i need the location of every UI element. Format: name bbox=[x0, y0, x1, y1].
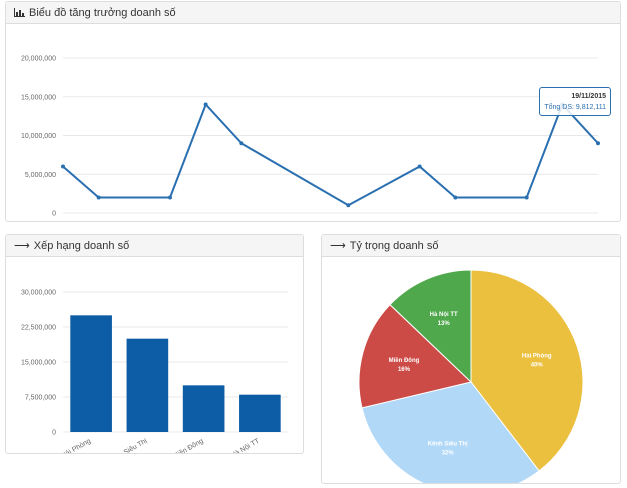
pie-slice-percent: 32% bbox=[442, 450, 455, 456]
y-tick-label: 0 bbox=[52, 430, 56, 437]
y-tick-label: 15,000,000 bbox=[21, 360, 56, 367]
pie-slice-label: Hải Phòng bbox=[522, 354, 552, 360]
sales-ranking-panel: ⟶ Xếp hạng doanh số 0 7,500,000 15,000,000… bbox=[5, 234, 304, 466]
arrow-right-icon: ⟶ bbox=[330, 240, 346, 252]
pie-slice[interactable] bbox=[389, 269, 472, 384]
pie-slice-label: Miền Đông bbox=[389, 358, 420, 364]
bar[interactable] bbox=[70, 315, 112, 432]
data-point[interactable] bbox=[61, 164, 65, 169]
sales-growth-panel: Biểu đồ tăng trưởng doanh số 0 5,000,000 1… bbox=[5, 1, 621, 230]
y-tick-label: 7,500,000 bbox=[25, 395, 56, 402]
bar[interactable] bbox=[182, 385, 225, 432]
sales-share-heading: ⟶ Tỷ trọng doanh số bbox=[322, 235, 620, 257]
pie-slice-label: Hà Nội TT bbox=[430, 312, 458, 318]
data-point[interactable] bbox=[203, 102, 208, 107]
sales-growth-heading: Biểu đồ tăng trưởng doanh số bbox=[6, 2, 620, 24]
sales-ranking-bar-chart[interactable]: 0 7,500,000 15,000,000 22,500,000 30,000,000… bbox=[6, 257, 303, 466]
pie-slice-percent: 13% bbox=[438, 321, 451, 327]
y-tick-label: 0 bbox=[52, 211, 56, 218]
pie-slice-percent: 16% bbox=[398, 367, 411, 373]
x-tick-label: Kênh Siêu Thị bbox=[107, 437, 149, 453]
x-tick-label: Miền Đông bbox=[171, 436, 205, 453]
y-tick-label: 22,500,000 bbox=[21, 325, 56, 332]
sales-growth-line-chart[interactable]: 0 5,000,000 10,000,000 15,000,000 20,000,000… bbox=[6, 24, 620, 230]
sales-share-pie-chart[interactable]: Hải Phòng 40% Kênh Siêu Thị 32% Miền Đông 16%… bbox=[322, 257, 620, 488]
pie-slice-label: Kênh Siêu Thị bbox=[428, 441, 468, 447]
chart-tooltip: 19/11/2015 Tổng DS: 9,812,111 bbox=[539, 87, 611, 116]
pie-slice[interactable] bbox=[470, 269, 584, 472]
data-point[interactable] bbox=[96, 195, 101, 200]
data-point[interactable] bbox=[453, 195, 458, 200]
y-tick-label: 15,000,000 bbox=[21, 94, 56, 101]
tooltip-date: 19/11/2015 bbox=[571, 93, 606, 100]
bar[interactable] bbox=[239, 394, 281, 432]
data-point[interactable] bbox=[524, 195, 529, 200]
series-line bbox=[62, 102, 599, 207]
y-tick-label: 10,000,000 bbox=[21, 133, 56, 140]
tooltip-value: Tổng DS: 9,812,111 bbox=[544, 104, 606, 111]
data-point[interactable] bbox=[346, 203, 351, 208]
data-point[interactable] bbox=[417, 164, 422, 169]
bar-chart-icon bbox=[14, 8, 25, 17]
sales-share-panel: ⟶ Tỷ trọng doanh số Hải Phòng 40% Kênh Siê… bbox=[321, 234, 621, 488]
bar[interactable] bbox=[126, 338, 169, 432]
sales-growth-title: Biểu đồ tăng trưởng doanh số bbox=[29, 6, 176, 19]
y-tick-label: 30,000,000 bbox=[21, 290, 56, 297]
sales-ranking-title: Xếp hạng doanh số bbox=[33, 239, 130, 252]
data-point[interactable] bbox=[596, 141, 600, 146]
y-tick-label: 20,000,000 bbox=[21, 56, 56, 63]
pie-slice-percent: 40% bbox=[531, 363, 544, 369]
x-tick-label: Hà Nội TT bbox=[230, 437, 262, 453]
arrow-right-icon: ⟶ bbox=[14, 240, 30, 252]
sales-share-title: Tỷ trọng doanh số bbox=[349, 239, 439, 252]
x-tick-label: Hải Phòng bbox=[60, 438, 92, 453]
data-point[interactable] bbox=[168, 195, 172, 200]
y-tick-label: 5,000,000 bbox=[25, 172, 56, 179]
data-point[interactable] bbox=[239, 141, 244, 146]
pie-slice[interactable] bbox=[358, 303, 473, 409]
sales-ranking-heading: ⟶ Xếp hạng doanh số bbox=[6, 235, 303, 257]
